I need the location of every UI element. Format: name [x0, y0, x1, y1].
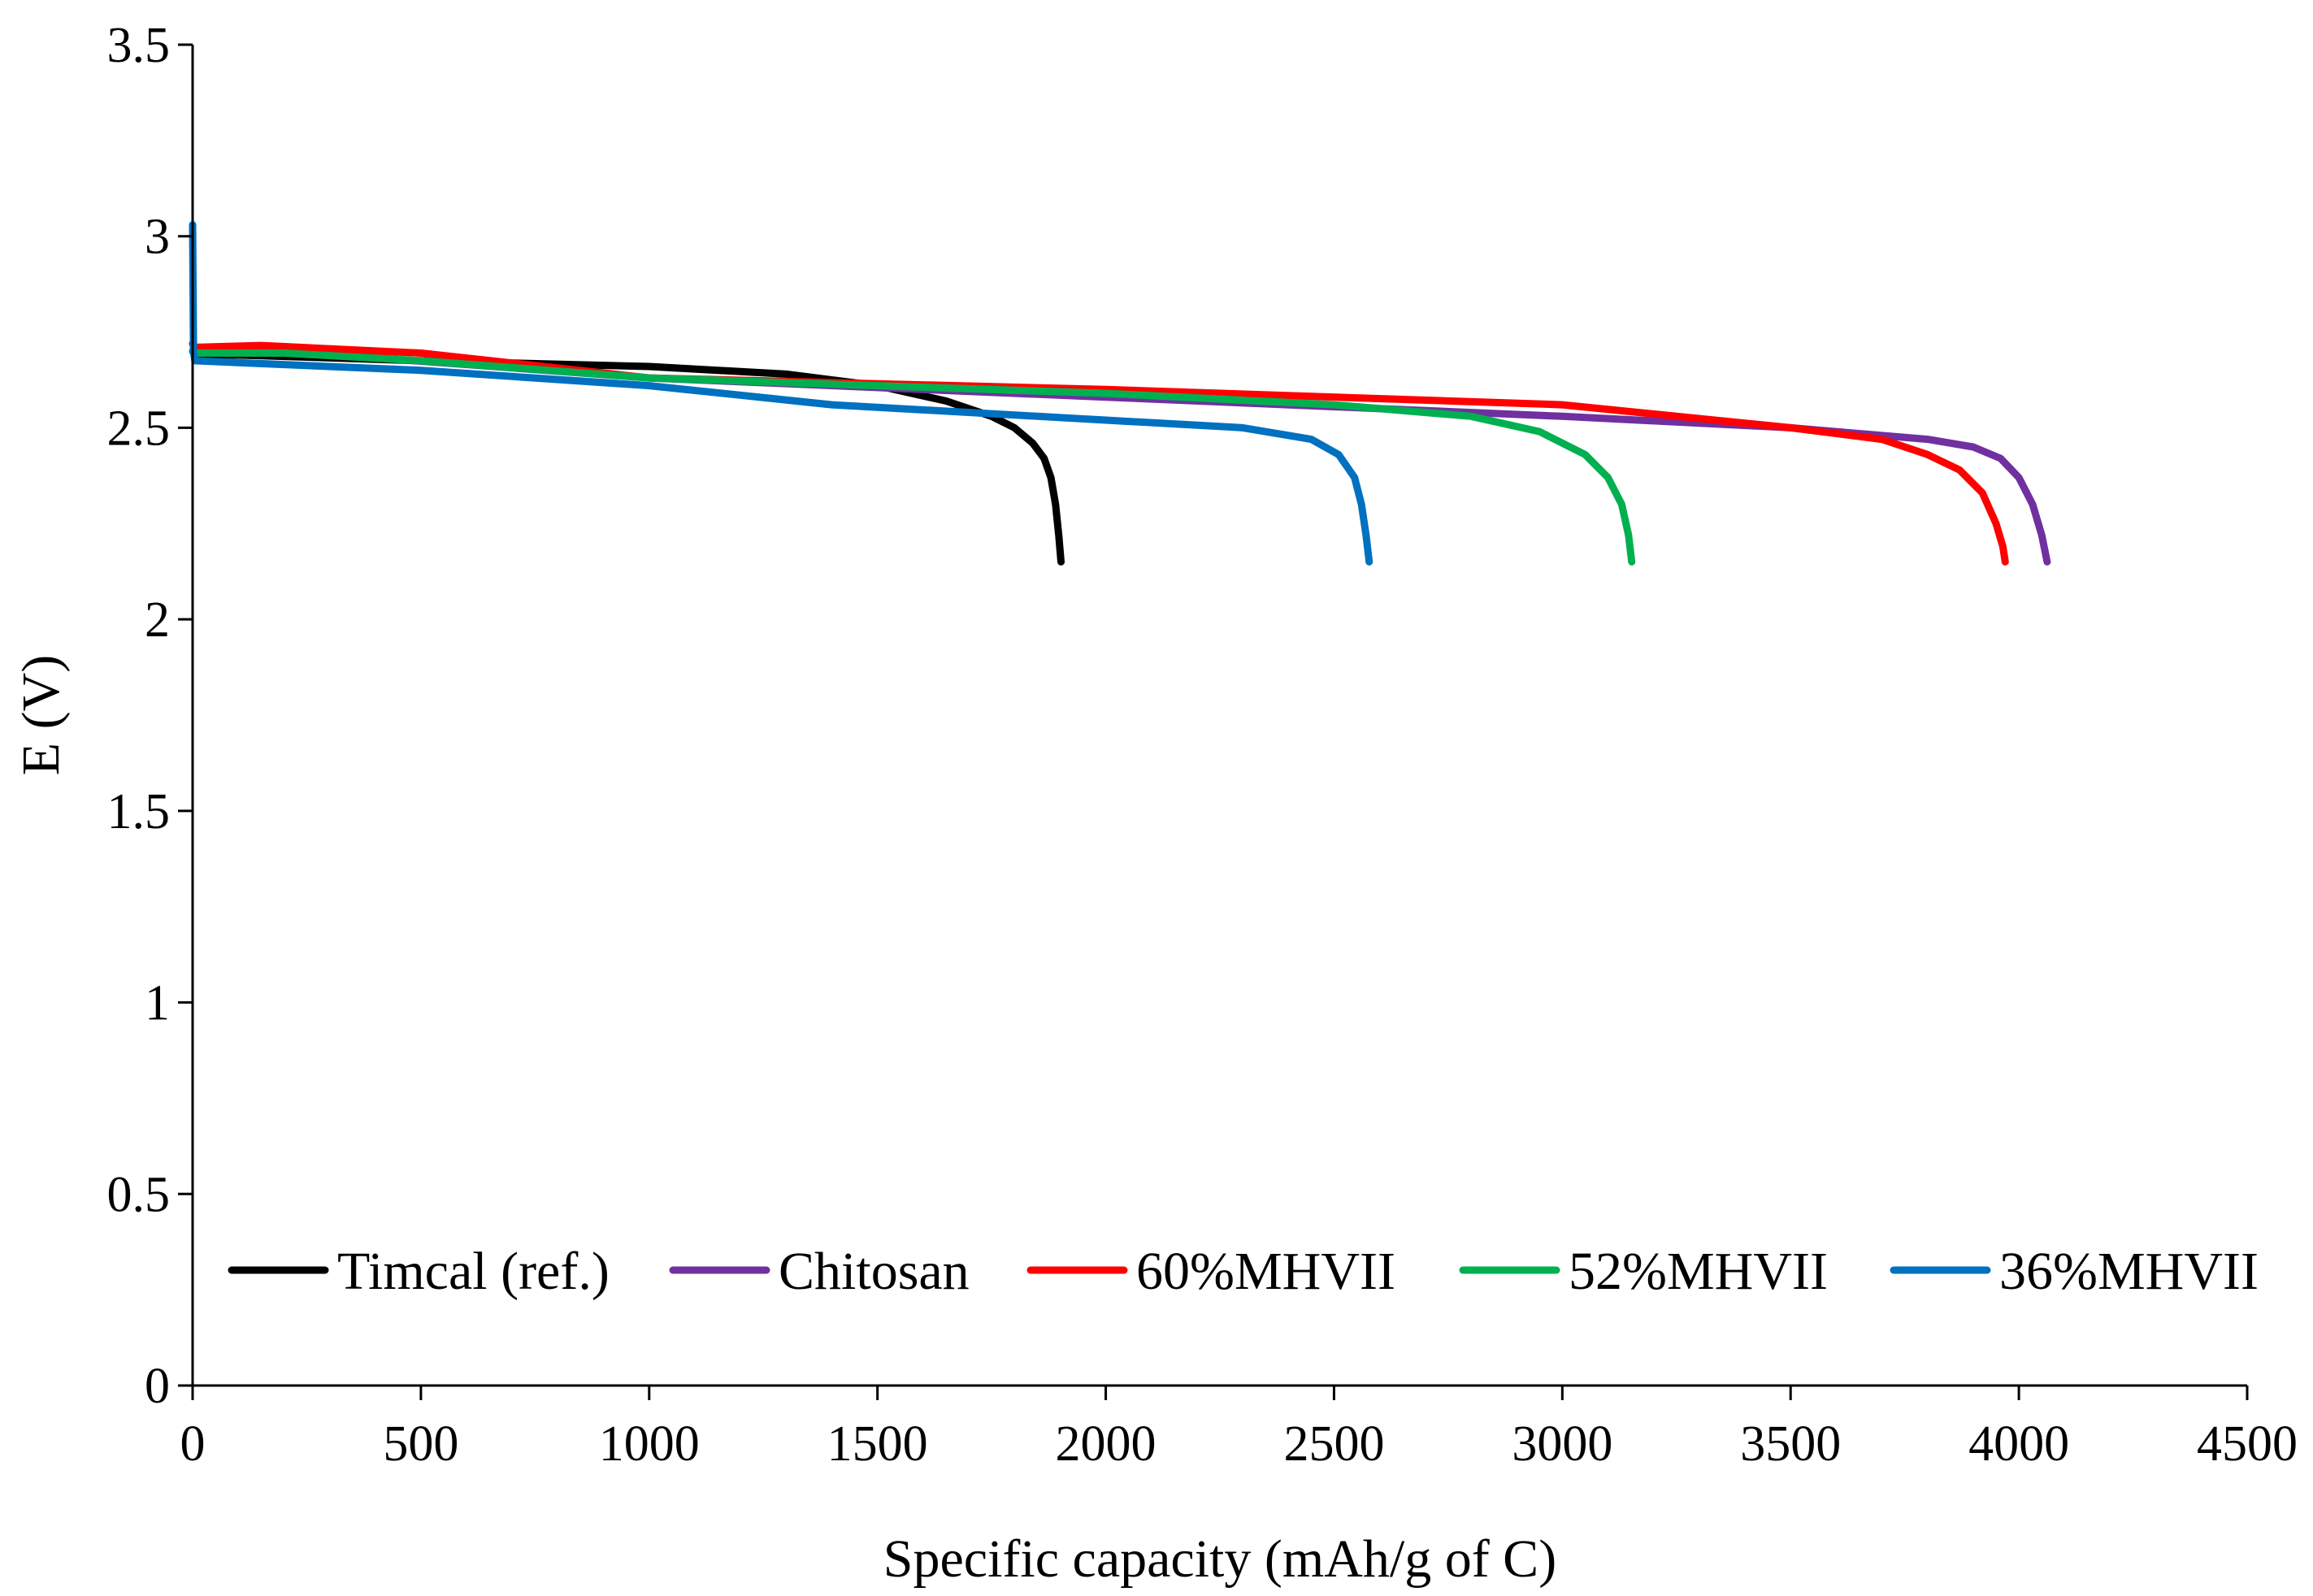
- legend-item: 60%MHVII: [1026, 1242, 1395, 1301]
- y-tick-label: 3.5: [107, 18, 171, 73]
- y-tick-label: 1: [145, 976, 170, 1031]
- y-tick-label: 1.5: [107, 784, 171, 839]
- x-axis-title: Specific capacity (mAh/g of C): [883, 1529, 1556, 1589]
- legend-label: 60%MHVII: [1136, 1242, 1395, 1301]
- y-tick-label: 2.5: [107, 401, 171, 456]
- y-tick-label: 0: [145, 1359, 170, 1414]
- x-tick-label: 4500: [2197, 1416, 2298, 1472]
- y-tick-label: 2: [145, 592, 170, 648]
- x-tick-label: 1000: [599, 1416, 700, 1472]
- y-axis-title: E (V): [11, 655, 71, 775]
- y-tick-label: 3: [145, 210, 170, 265]
- x-tick-label: 2000: [1056, 1416, 1156, 1472]
- x-tick-label: 4000: [1968, 1416, 2069, 1472]
- legend-label: 36%MHVII: [1999, 1242, 2259, 1301]
- legend-item: Chitosan: [669, 1242, 970, 1301]
- legend-item: 36%MHVII: [1890, 1242, 2259, 1301]
- x-tick-label: 2500: [1283, 1416, 1384, 1472]
- legend: Timcal (ref.) Chitosan 60%MHVII 52%MHVII 36%…: [228, 1242, 2259, 1301]
- legend-label: 52%MHVII: [1569, 1242, 1828, 1301]
- y-tick-label: 0.5: [107, 1167, 171, 1222]
- legend-item: Timcal (ref.): [228, 1242, 610, 1301]
- x-tick-label: 0: [180, 1416, 206, 1472]
- series-line-52-mhvii: [189, 347, 1636, 566]
- series-line-60-mhvii: [189, 340, 2009, 566]
- series-line-36-mhvii: [189, 221, 1373, 566]
- series-group: [189, 221, 2051, 566]
- legend-label: Timcal (ref.): [337, 1242, 610, 1301]
- legend-label: Chitosan: [779, 1242, 970, 1301]
- axes-group: 0 0.5 1 1.5 2 2.5 3 3.5 0 500 1000 1500 2000 2500 3000…: [107, 18, 2298, 1472]
- x-tick-label: 1500: [827, 1416, 928, 1472]
- x-tick-label: 500: [383, 1416, 458, 1472]
- x-tick-label: 3500: [1740, 1416, 1841, 1472]
- legend-item: 52%MHVII: [1459, 1242, 1828, 1301]
- x-tick-label: 3000: [1512, 1416, 1612, 1472]
